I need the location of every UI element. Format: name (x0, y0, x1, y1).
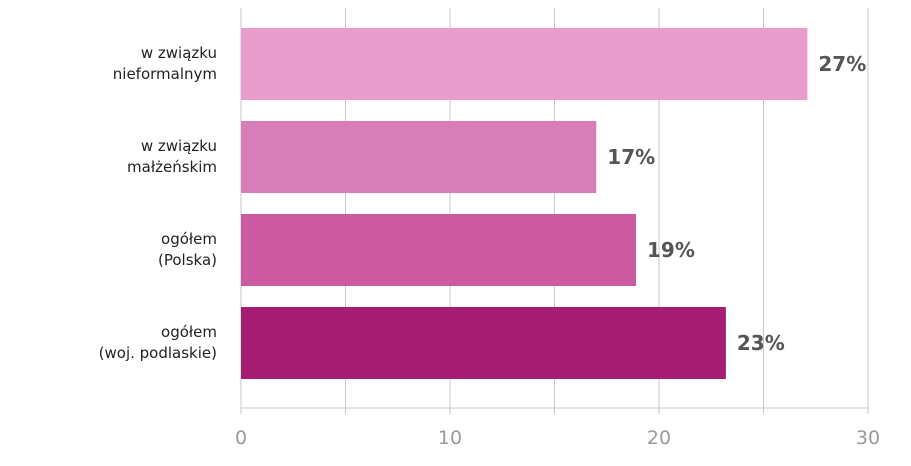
x-tick-label: 10 (438, 427, 462, 449)
bar (241, 214, 637, 286)
x-tick-label: 20 (647, 427, 671, 449)
value-label: 27% (818, 52, 866, 76)
bar (241, 307, 726, 379)
category-label: ogółem (Polska) (158, 230, 217, 269)
x-tick-label: 30 (856, 427, 880, 449)
category-label: w związku małżeńskim (127, 137, 217, 176)
bar (241, 28, 808, 100)
category-label: w związku nieformalnym (112, 44, 217, 83)
category-label: ogółem (woj. podlaskie) (98, 323, 217, 362)
x-tick-label: 0 (235, 427, 247, 449)
bar (241, 121, 597, 193)
value-label: 19% (647, 238, 695, 262)
value-label: 23% (737, 331, 785, 355)
value-label: 17% (607, 145, 655, 169)
